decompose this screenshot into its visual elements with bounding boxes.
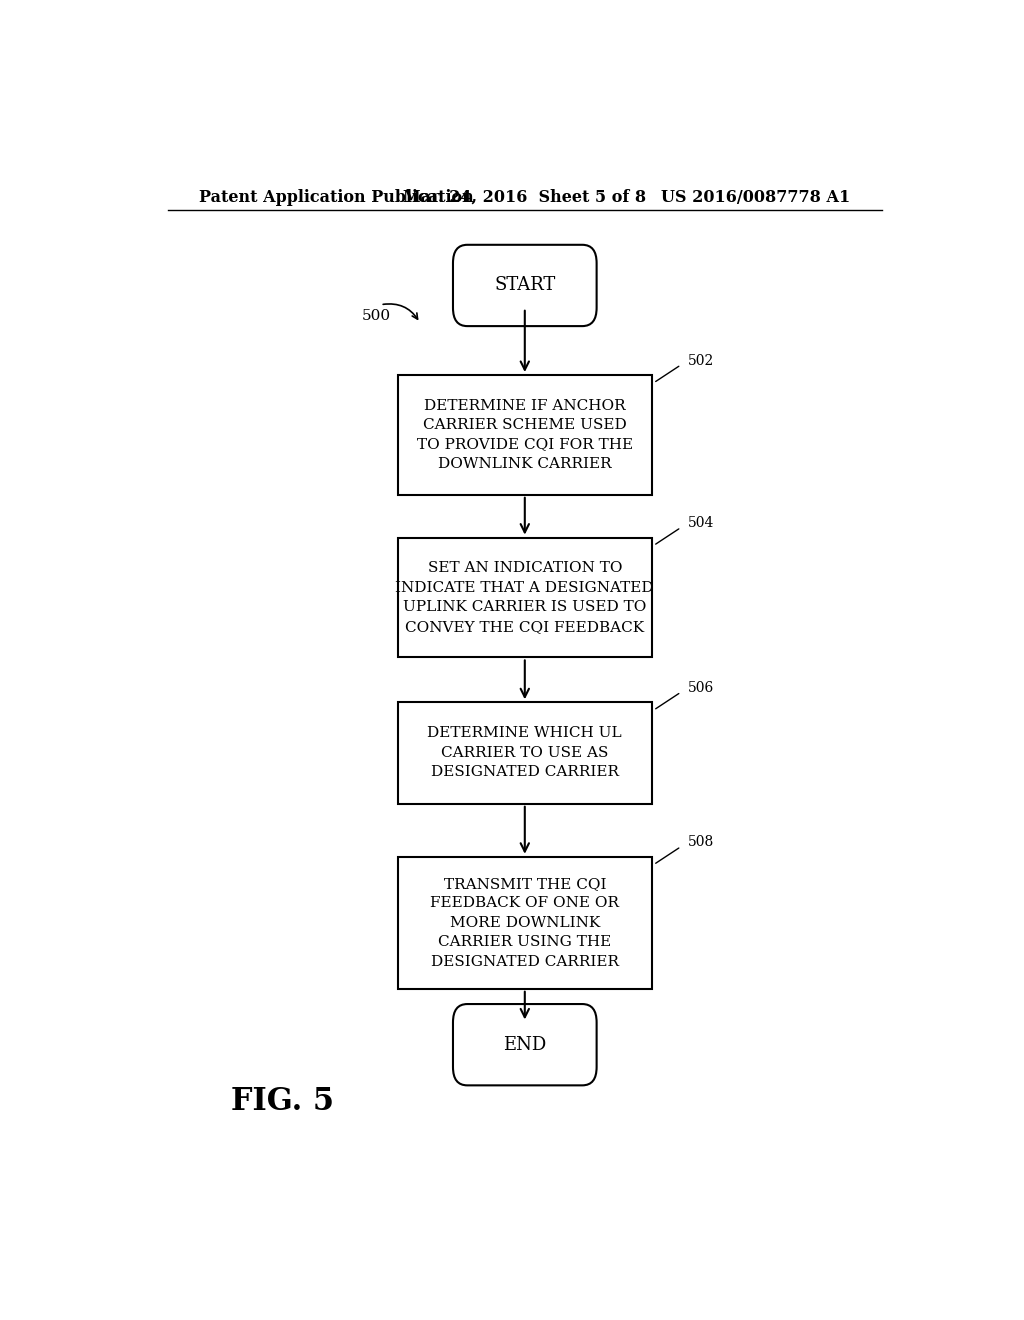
Text: 504: 504 — [687, 516, 714, 531]
Text: Mar. 24, 2016  Sheet 5 of 8: Mar. 24, 2016 Sheet 5 of 8 — [403, 189, 646, 206]
FancyBboxPatch shape — [397, 702, 651, 804]
FancyBboxPatch shape — [453, 244, 597, 326]
Text: US 2016/0087778 A1: US 2016/0087778 A1 — [660, 189, 850, 206]
Text: FIG. 5: FIG. 5 — [231, 1086, 334, 1117]
FancyBboxPatch shape — [397, 537, 651, 657]
FancyBboxPatch shape — [397, 375, 651, 495]
Text: START: START — [495, 276, 555, 294]
Text: 506: 506 — [687, 681, 714, 694]
Text: DETERMINE IF ANCHOR
CARRIER SCHEME USED
TO PROVIDE CQI FOR THE
DOWNLINK CARRIER: DETERMINE IF ANCHOR CARRIER SCHEME USED … — [417, 399, 633, 471]
Text: TRANSMIT THE CQI
FEEDBACK OF ONE OR
MORE DOWNLINK
CARRIER USING THE
DESIGNATED C: TRANSMIT THE CQI FEEDBACK OF ONE OR MORE… — [430, 876, 620, 969]
Text: DETERMINE WHICH UL
CARRIER TO USE AS
DESIGNATED CARRIER: DETERMINE WHICH UL CARRIER TO USE AS DES… — [427, 726, 623, 780]
FancyBboxPatch shape — [453, 1005, 597, 1085]
Text: SET AN INDICATION TO
INDICATE THAT A DESIGNATED
UPLINK CARRIER IS USED TO
CONVEY: SET AN INDICATION TO INDICATE THAT A DES… — [395, 561, 654, 634]
FancyBboxPatch shape — [397, 857, 651, 989]
Text: Patent Application Publication: Patent Application Publication — [200, 189, 474, 206]
Text: 500: 500 — [362, 309, 391, 323]
Text: END: END — [503, 1036, 547, 1053]
Text: 508: 508 — [687, 836, 714, 850]
Text: 502: 502 — [687, 354, 714, 368]
